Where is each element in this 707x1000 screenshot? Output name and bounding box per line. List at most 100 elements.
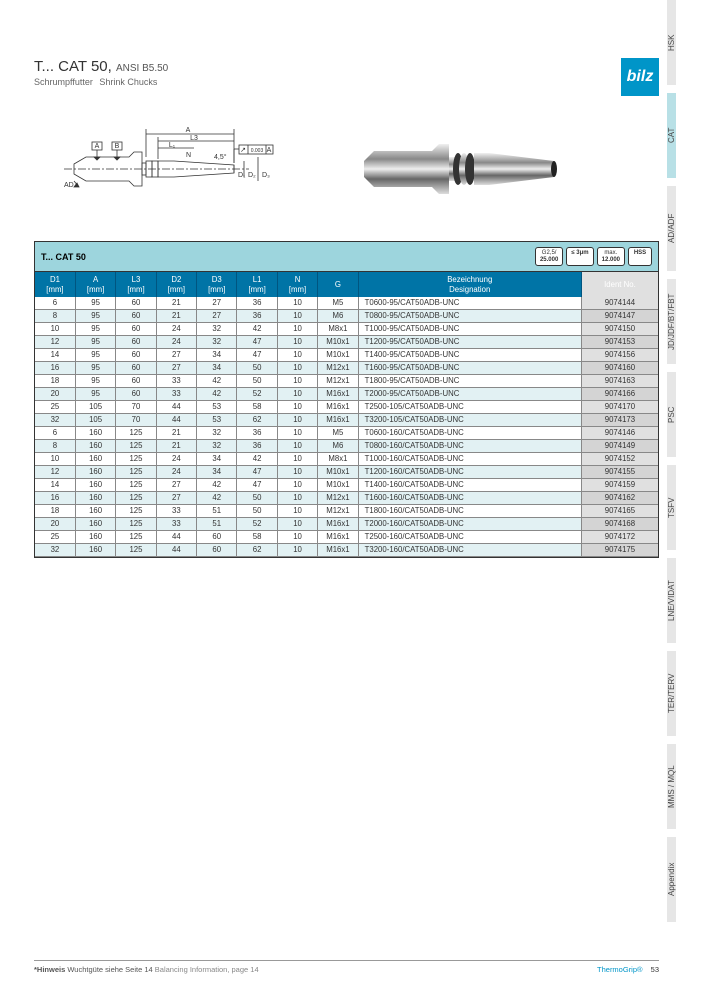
column-header: D2[mm] xyxy=(156,272,196,297)
side-tab-appendix[interactable]: Appendix xyxy=(667,837,676,922)
footer: *Hinweis Wuchtgüte siehe Seite 14 Balanc… xyxy=(34,960,659,974)
table-cell: T1800-95/CAT50ADB-UNC xyxy=(358,374,581,387)
table-cell: 160 xyxy=(75,543,115,556)
table-cell: 10 xyxy=(277,297,317,310)
table-cell: 160 xyxy=(75,517,115,530)
table-cell: T1800-160/CAT50ADB-UNC xyxy=(358,504,581,517)
side-tab-terterv[interactable]: TER/TERV xyxy=(667,651,676,736)
spec-badges: G2,5/25.000≤ 3μmmax.12.000HSS xyxy=(535,247,652,266)
table-cell: 34 xyxy=(197,348,237,361)
table-cell: 10 xyxy=(277,543,317,556)
table-cell: T2500-160/CAT50ADB-UNC xyxy=(358,530,581,543)
table-cell: 10 xyxy=(35,322,75,335)
side-tab-tsfv[interactable]: TSFV xyxy=(667,465,676,550)
table-cell: M16x1 xyxy=(318,543,358,556)
table-cell: 60 xyxy=(116,387,156,400)
table-cell: 52 xyxy=(237,387,277,400)
svg-text:A: A xyxy=(95,143,100,150)
title-main: CAT 50, xyxy=(58,58,112,75)
table-cell: 62 xyxy=(237,543,277,556)
table-cell: T1200-95/CAT50ADB-UNC xyxy=(358,335,581,348)
table-cell: 9074168 xyxy=(581,517,658,530)
table-cell: 95 xyxy=(75,335,115,348)
table-cell: 18 xyxy=(35,504,75,517)
diagram-row: A L3 L₁ N 4,5° A B AD D₁ xyxy=(34,116,659,221)
table-cell: T1400-160/CAT50ADB-UNC xyxy=(358,478,581,491)
table-cell: 125 xyxy=(116,478,156,491)
dim-angle-label: 4,5° xyxy=(214,153,227,161)
table-cell: 51 xyxy=(197,517,237,530)
side-tab-psc[interactable]: PSC xyxy=(667,372,676,457)
table-cell: 34 xyxy=(197,452,237,465)
table-cell: T1600-95/CAT50ADB-UNC xyxy=(358,361,581,374)
column-header: L1[mm] xyxy=(237,272,277,297)
column-header: Ident No. xyxy=(581,272,658,297)
table-cell: 10 xyxy=(277,348,317,361)
table-cell: 95 xyxy=(75,309,115,322)
table-cell: 47 xyxy=(237,348,277,361)
table-cell: 9074152 xyxy=(581,452,658,465)
table-cell: 70 xyxy=(116,413,156,426)
table-cell: T0600-160/CAT50ADB-UNC xyxy=(358,426,581,439)
table-cell: 50 xyxy=(237,504,277,517)
table-cell: 60 xyxy=(116,309,156,322)
table-title-row: T... CAT 50 G2,5/25.000≤ 3μmmax.12.000HS… xyxy=(35,242,658,272)
table-cell: 10 xyxy=(277,387,317,400)
side-tab-cat[interactable]: CAT xyxy=(667,93,676,178)
side-tab-adadf[interactable]: AD/ADF xyxy=(667,186,676,271)
table-cell: 32 xyxy=(197,439,237,452)
table-cell: 34 xyxy=(197,361,237,374)
table-cell: 44 xyxy=(156,413,196,426)
side-tab-jdjdfbtfbt[interactable]: JD/JDF/BT/FBT xyxy=(667,279,676,364)
table-cell: 105 xyxy=(75,413,115,426)
table-cell: 9074153 xyxy=(581,335,658,348)
table-cell: 32 xyxy=(197,335,237,348)
table-cell: 160 xyxy=(75,504,115,517)
table-row: 16956027345010M12x1T1600-95/CAT50ADB-UNC… xyxy=(35,361,658,374)
table-cell: 10 xyxy=(277,452,317,465)
dim-l1-label: L₁ xyxy=(169,142,176,149)
table-cell: M10x1 xyxy=(318,335,358,348)
side-tab-mmsmql[interactable]: MMS / MQL xyxy=(667,744,676,829)
table-cell: 27 xyxy=(156,361,196,374)
column-header: N[mm] xyxy=(277,272,317,297)
product-photo xyxy=(354,129,574,209)
table-cell: 53 xyxy=(197,413,237,426)
side-tab-hsk[interactable]: HSK xyxy=(667,0,676,85)
table-cell: 10 xyxy=(277,374,317,387)
table-cell: T1000-160/CAT50ADB-UNC xyxy=(358,452,581,465)
table-row: 2016012533515210M16x1T2000-160/CAT50ADB-… xyxy=(35,517,658,530)
table-cell: M12x1 xyxy=(318,491,358,504)
table-cell: 32 xyxy=(197,322,237,335)
svg-text:D₃: D₃ xyxy=(262,172,270,179)
svg-text:D₂: D₂ xyxy=(248,172,256,179)
table-cell: 36 xyxy=(237,297,277,310)
table-cell: 160 xyxy=(75,426,115,439)
dim-ad-label: AD xyxy=(64,182,74,189)
table-cell: 12 xyxy=(35,335,75,348)
table-cell: M16x1 xyxy=(318,517,358,530)
table-cell: 9074165 xyxy=(581,504,658,517)
hint-en: Balancing Information, page 14 xyxy=(155,965,259,974)
table-cell: 20 xyxy=(35,387,75,400)
table-row: 20956033425210M16x1T2000-95/CAT50ADB-UNC… xyxy=(35,387,658,400)
table-cell: 33 xyxy=(156,504,196,517)
table-cell: 95 xyxy=(75,297,115,310)
table-cell: M16x1 xyxy=(318,413,358,426)
table-cell: 32 xyxy=(197,426,237,439)
table-cell: 125 xyxy=(116,491,156,504)
table-cell: 9074150 xyxy=(581,322,658,335)
table-cell: 8 xyxy=(35,309,75,322)
table-cell: 9074166 xyxy=(581,387,658,400)
subtitle: Schrumpffutter Shrink Chucks xyxy=(34,77,168,87)
table-cell: 70 xyxy=(116,400,156,413)
table-cell: 32 xyxy=(35,543,75,556)
side-tab-lnevidat[interactable]: LNE/VIDAT xyxy=(667,558,676,643)
table-cell: 9074173 xyxy=(581,413,658,426)
table-cell: 125 xyxy=(116,543,156,556)
table-row: 14956027344710M10x1T1400-95/CAT50ADB-UNC… xyxy=(35,348,658,361)
table-cell: T2000-95/CAT50ADB-UNC xyxy=(358,387,581,400)
table-row: 616012521323610M5T0600-160/CAT50ADB-UNC9… xyxy=(35,426,658,439)
table-cell: 60 xyxy=(197,543,237,556)
table-cell: 95 xyxy=(75,374,115,387)
